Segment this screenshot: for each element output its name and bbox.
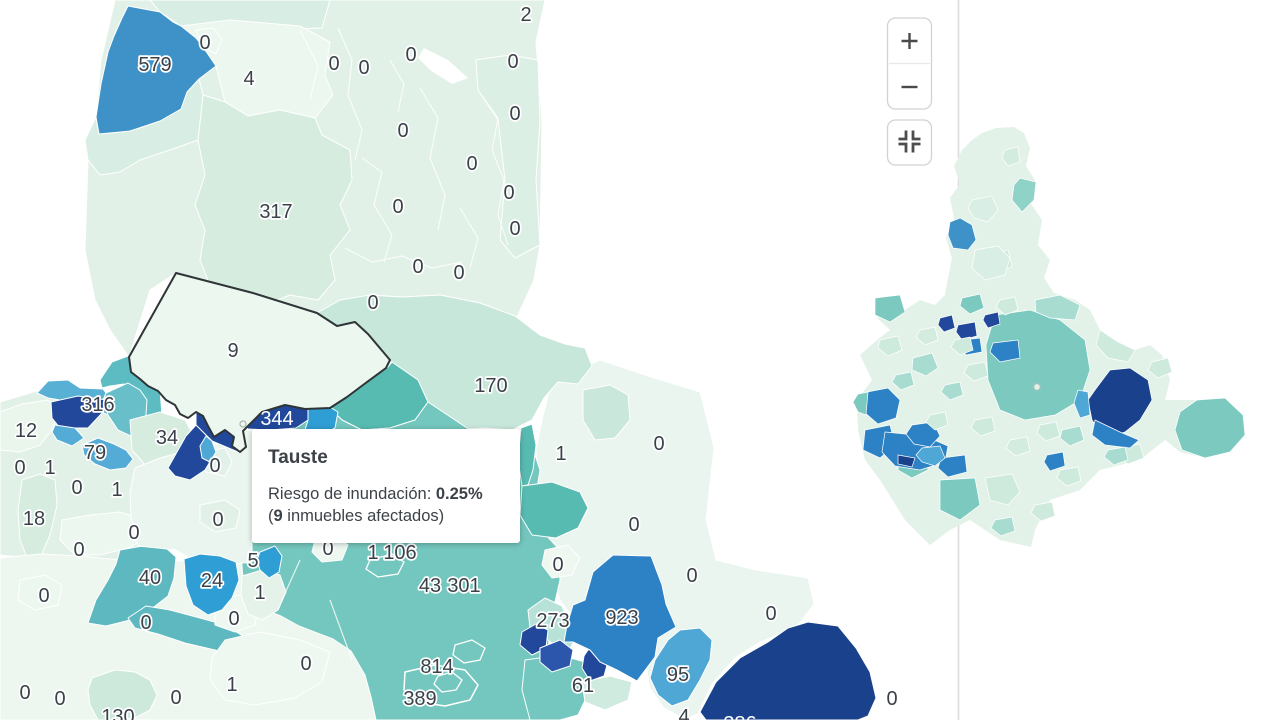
svg-text:95: 95 [667, 664, 689, 686]
svg-text:0: 0 [653, 433, 664, 455]
svg-text:0: 0 [507, 51, 518, 73]
svg-text:79: 79 [84, 442, 106, 464]
svg-text:579: 579 [138, 54, 171, 76]
svg-text:0: 0 [54, 688, 65, 710]
svg-text:0: 0 [128, 522, 139, 544]
svg-text:0: 0 [170, 687, 181, 709]
svg-text:0: 0 [765, 603, 776, 625]
svg-text:1: 1 [555, 443, 566, 465]
svg-text:0: 0 [886, 688, 897, 710]
svg-text:0: 0 [14, 457, 25, 479]
svg-text:18: 18 [23, 508, 45, 530]
svg-text:4: 4 [243, 68, 254, 90]
svg-text:389: 389 [403, 688, 436, 710]
svg-text:0: 0 [552, 554, 563, 576]
svg-text:0: 0 [367, 292, 378, 314]
svg-text:273: 273 [536, 610, 569, 632]
svg-text:0: 0 [686, 565, 697, 587]
svg-text:0: 0 [453, 262, 464, 284]
svg-text:814: 814 [420, 656, 453, 678]
svg-text:0: 0 [509, 218, 520, 240]
svg-text:1: 1 [44, 457, 55, 479]
svg-text:0: 0 [628, 514, 639, 536]
svg-text:130: 130 [101, 706, 134, 720]
svg-text:0: 0 [300, 653, 311, 675]
svg-text:317: 317 [259, 201, 292, 223]
svg-text:170: 170 [474, 375, 507, 397]
svg-text:0: 0 [328, 53, 339, 75]
svg-text:0: 0 [358, 57, 369, 79]
svg-text:316: 316 [81, 394, 114, 416]
svg-text:0: 0 [209, 455, 220, 477]
svg-text:1: 1 [254, 582, 265, 604]
svg-text:24: 24 [201, 570, 223, 592]
svg-text:0: 0 [392, 196, 403, 218]
svg-text:0: 0 [405, 44, 416, 66]
svg-text:344: 344 [260, 408, 293, 430]
svg-text:106: 106 [383, 542, 416, 564]
svg-text:12: 12 [15, 420, 37, 442]
svg-text:923: 923 [605, 607, 638, 629]
svg-text:0: 0 [412, 256, 423, 278]
svg-text:34: 34 [156, 427, 178, 449]
svg-text:386: 386 [723, 713, 756, 720]
svg-text:9: 9 [227, 340, 238, 362]
svg-text:61: 61 [572, 675, 594, 697]
svg-text:0: 0 [38, 585, 49, 607]
svg-text:0: 0 [73, 539, 84, 561]
svg-text:0: 0 [397, 120, 408, 142]
svg-text:0: 0 [509, 103, 520, 125]
svg-text:43: 43 [419, 575, 441, 597]
svg-text:0: 0 [19, 682, 30, 704]
svg-text:0: 0 [503, 182, 514, 204]
svg-text:5: 5 [247, 550, 258, 572]
svg-text:0: 0 [228, 608, 239, 630]
svg-text:4: 4 [678, 706, 689, 720]
svg-text:0: 0 [212, 509, 223, 531]
svg-text:0: 0 [71, 477, 82, 499]
svg-text:301: 301 [447, 575, 480, 597]
svg-text:1: 1 [367, 542, 378, 564]
svg-text:40: 40 [139, 567, 161, 589]
svg-text:0: 0 [199, 32, 210, 54]
svg-text:2: 2 [520, 4, 531, 26]
svg-text:1: 1 [226, 674, 237, 696]
svg-text:0: 0 [466, 153, 477, 175]
svg-text:1: 1 [111, 479, 122, 501]
svg-text:0: 0 [140, 612, 151, 634]
